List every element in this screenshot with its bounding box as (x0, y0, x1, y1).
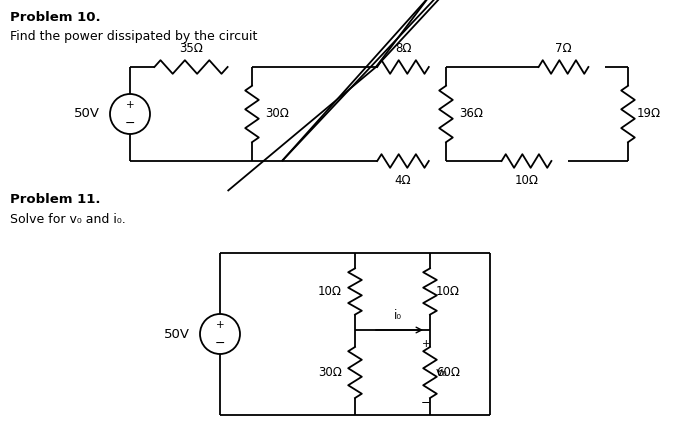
Text: 10Ω: 10Ω (436, 285, 460, 298)
Text: 35Ω: 35Ω (179, 42, 203, 55)
Text: 8Ω: 8Ω (395, 42, 412, 55)
Text: −: − (421, 396, 431, 409)
Text: 10Ω: 10Ω (318, 285, 342, 298)
Text: 4Ω: 4Ω (395, 174, 412, 187)
Text: +: + (126, 100, 134, 110)
Text: 19Ω: 19Ω (637, 108, 661, 120)
Text: Solve for v₀ and i₀.: Solve for v₀ and i₀. (10, 213, 126, 226)
Text: Find the power dissipated by the circuit: Find the power dissipated by the circuit (10, 30, 258, 43)
Text: 10Ω: 10Ω (514, 174, 538, 187)
Text: i₀: i₀ (393, 309, 402, 322)
Text: v₀: v₀ (436, 366, 447, 379)
Text: −: − (215, 337, 225, 350)
Text: 50V: 50V (164, 327, 190, 341)
Text: 30Ω: 30Ω (318, 366, 342, 379)
Text: 36Ω: 36Ω (459, 108, 483, 120)
Text: 30Ω: 30Ω (265, 108, 289, 120)
Text: 60Ω: 60Ω (436, 366, 460, 379)
Text: 7Ω: 7Ω (555, 42, 572, 55)
Text: Problem 11.: Problem 11. (10, 193, 101, 206)
Text: +: + (421, 339, 430, 349)
Text: +: + (216, 320, 224, 330)
Text: −: − (125, 117, 135, 129)
Text: Problem 10.: Problem 10. (10, 11, 101, 24)
Text: 50V: 50V (74, 108, 100, 120)
